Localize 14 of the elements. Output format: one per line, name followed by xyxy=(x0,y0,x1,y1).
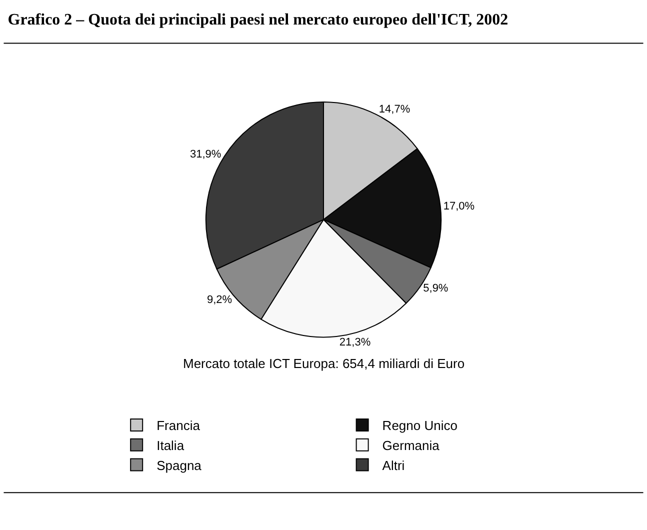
legend-label: Spagna xyxy=(156,458,202,473)
text: Mercato totale ICT Europa: 654,4 miliardi di Euro xyxy=(183,356,465,371)
chart-title: Grafico 2 – Quota dei principali paesi nel mercato europeo dell'ICT, 2002 xyxy=(8,11,508,28)
legend-label: Italia xyxy=(156,438,185,453)
data-label: 5,9% xyxy=(423,282,448,295)
legend-label: Altri xyxy=(382,458,405,473)
data-label: 14,7% xyxy=(378,104,410,116)
legend-label: Regno Unico xyxy=(382,418,458,434)
data-label: 9,2% xyxy=(206,294,232,306)
legend-label: Germania xyxy=(382,438,440,453)
legend-label: Francia xyxy=(156,418,201,434)
data-label: 31,9% xyxy=(190,148,222,161)
data-label: 17,0% xyxy=(443,200,475,212)
data-label: 21,3% xyxy=(339,336,371,348)
